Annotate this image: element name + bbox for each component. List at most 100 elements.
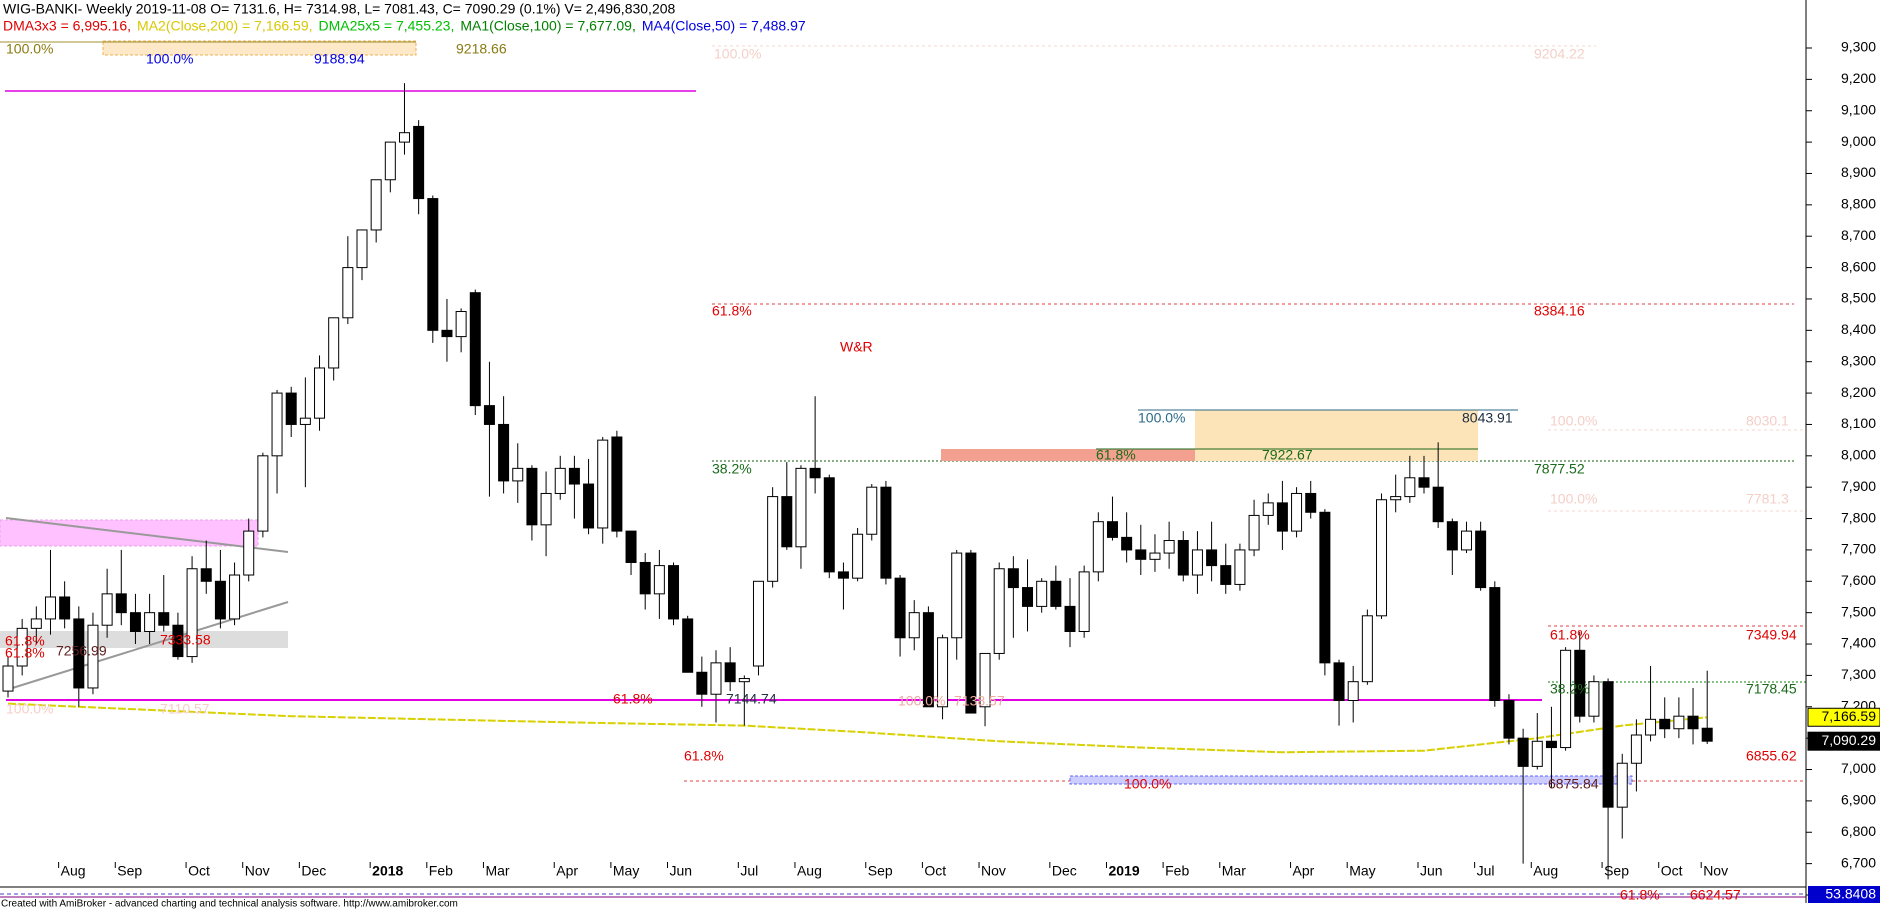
candle-body bbox=[979, 652, 991, 708]
annotation: 100.0% bbox=[6, 701, 53, 717]
candle-body bbox=[1588, 681, 1600, 717]
candle-body bbox=[1475, 530, 1487, 589]
annotation: 9218.66 bbox=[456, 41, 507, 57]
candle-body bbox=[554, 467, 566, 494]
decorations bbox=[0, 0, 1807, 903]
annotation: 100.0% bbox=[1550, 491, 1597, 507]
candle-body bbox=[498, 423, 510, 482]
y-tick-label: 9,100 bbox=[1841, 101, 1876, 117]
moving-average bbox=[7, 702, 1708, 754]
annotation: 61.8% bbox=[1096, 447, 1136, 463]
candle-body bbox=[370, 179, 382, 231]
x-tick-label: Nov bbox=[245, 863, 270, 879]
x-tick-label: Oct bbox=[188, 863, 210, 879]
candle-body bbox=[597, 439, 609, 529]
candle-body bbox=[1687, 715, 1699, 730]
zone-box bbox=[941, 449, 1195, 461]
annotation: 7256.99 bbox=[56, 643, 107, 659]
candle-body bbox=[852, 533, 864, 579]
y-tick-label: 7,500 bbox=[1841, 603, 1876, 619]
y-tick-label: 7,400 bbox=[1841, 635, 1876, 651]
price-tag-label: 7,090.29 bbox=[1822, 732, 1877, 748]
annotation: 7781.3 bbox=[1746, 491, 1789, 507]
candle-body bbox=[1149, 552, 1161, 560]
candle-body bbox=[1177, 540, 1189, 576]
x-tick-label: May bbox=[1349, 863, 1375, 879]
candle-body bbox=[158, 612, 170, 626]
candle-body bbox=[668, 565, 680, 620]
annotation: 100.0% bbox=[146, 51, 193, 67]
candle-body bbox=[1361, 615, 1373, 683]
indicator-legend: MA2(Close,200) = 7,166.59, bbox=[137, 18, 313, 34]
candle-body bbox=[937, 637, 949, 708]
x-tick-label: Jul bbox=[1477, 863, 1495, 879]
candle-body bbox=[781, 496, 793, 548]
y-tick-label: 7,800 bbox=[1841, 509, 1876, 525]
x-tick-label: Feb bbox=[429, 863, 453, 879]
y-tick-label: 8,500 bbox=[1841, 290, 1876, 306]
annotation: 7138.57 bbox=[954, 693, 1005, 709]
candle-body bbox=[59, 596, 71, 620]
indicator-legend: MA1(Close,100) = 7,677.09, bbox=[460, 18, 636, 34]
annotation: 100.0% bbox=[1138, 410, 1185, 426]
candle-body bbox=[1616, 762, 1628, 808]
y-tick-label: 7,000 bbox=[1841, 760, 1876, 776]
annotation: 7349.94 bbox=[1746, 627, 1797, 643]
candle-body bbox=[1673, 715, 1685, 730]
candle-body bbox=[512, 467, 524, 482]
candle-body bbox=[214, 580, 226, 620]
annotation: 100.0% bbox=[898, 693, 945, 709]
candle-body bbox=[1404, 477, 1416, 498]
candle-body bbox=[568, 467, 580, 485]
candle-body bbox=[710, 662, 722, 695]
annotation: 100.0% bbox=[1550, 413, 1597, 429]
annotation: 7877.52 bbox=[1534, 461, 1585, 477]
x-tick-label: Sep bbox=[868, 863, 893, 879]
x-tick-label: Aug bbox=[1533, 863, 1558, 879]
candle-body bbox=[724, 662, 736, 683]
annotation: 61.8% bbox=[684, 748, 724, 764]
candle-body bbox=[1390, 496, 1402, 501]
y-tick-label: 8,600 bbox=[1841, 258, 1876, 274]
candle-body bbox=[922, 612, 934, 708]
annotation: 100.0% bbox=[714, 46, 761, 62]
candle-body bbox=[625, 530, 637, 563]
x-tick-label: Feb bbox=[1165, 863, 1189, 879]
candle-body bbox=[1545, 740, 1557, 749]
candle-body bbox=[30, 618, 42, 629]
annotation: 61.8% bbox=[613, 691, 653, 707]
y-tick-label: 7,300 bbox=[1841, 666, 1876, 682]
candle-body bbox=[795, 467, 807, 548]
indicator-legend: MA4(Close,50) = 7,488.97 bbox=[642, 18, 806, 34]
annotation: 38.2% bbox=[1550, 681, 1590, 697]
y-tick-label: 9,300 bbox=[1841, 39, 1876, 55]
candle-body bbox=[2, 665, 14, 692]
x-tick-label: Apr bbox=[1293, 863, 1315, 879]
annotation: 38.2% bbox=[712, 461, 752, 477]
candle-body bbox=[1701, 727, 1713, 742]
candle-body bbox=[87, 624, 99, 689]
candle-body bbox=[1432, 486, 1444, 523]
annotation: 61.8% bbox=[5, 645, 45, 661]
candle-body bbox=[129, 612, 141, 632]
x-tick-label: Jun bbox=[670, 863, 693, 879]
candle-body bbox=[1092, 521, 1104, 573]
candle-body bbox=[441, 329, 453, 338]
y-tick-label: 6,900 bbox=[1841, 792, 1876, 808]
footer: Created with AmiBroker - advanced charti… bbox=[1, 899, 458, 910]
candle-body bbox=[1574, 649, 1586, 717]
y-tick-label: 8,200 bbox=[1841, 384, 1876, 400]
annotation: 61.8% bbox=[712, 303, 752, 319]
indicator-tag-label: 53.8408 bbox=[1825, 886, 1876, 902]
x-tick-label: Mar bbox=[485, 863, 509, 879]
trend-line bbox=[5, 517, 289, 553]
candle-body bbox=[1602, 681, 1614, 808]
annotation: 7178.45 bbox=[1746, 681, 1797, 697]
annotation: 61.8% bbox=[1550, 627, 1590, 643]
candle-body bbox=[1262, 502, 1274, 516]
candle-body bbox=[1106, 521, 1118, 538]
candle-body bbox=[115, 593, 127, 614]
x-tick-label: Jul bbox=[740, 863, 758, 879]
candle-body bbox=[144, 612, 156, 632]
candle-body bbox=[413, 125, 425, 200]
